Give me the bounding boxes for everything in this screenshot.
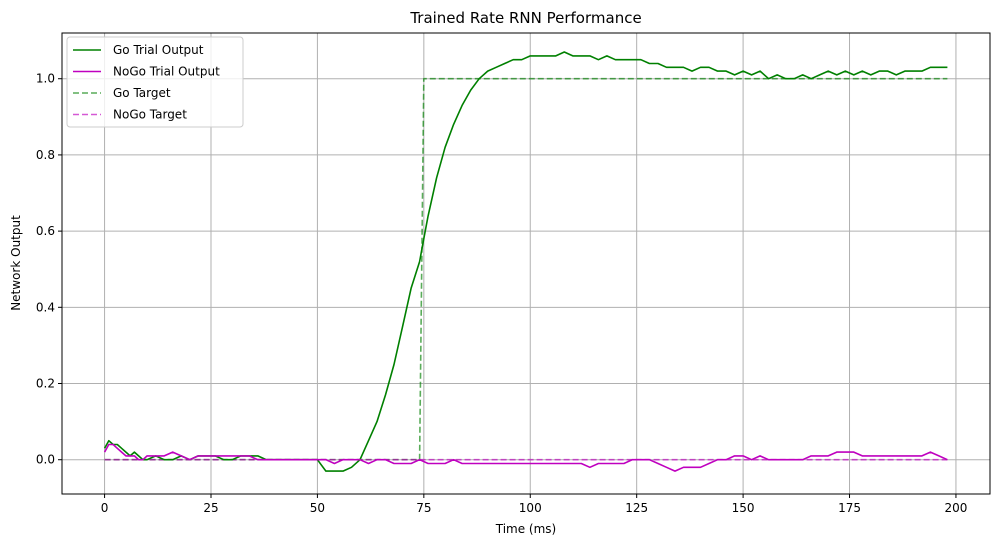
x-axis-title: Time (ms) xyxy=(495,522,557,536)
series-lines xyxy=(103,51,948,472)
x-tick-label: 150 xyxy=(732,501,755,515)
y-axis-title: Network Output xyxy=(9,215,23,311)
x-tick-label: 200 xyxy=(944,501,967,515)
x-axis: 0 25 50 75 100 125 150 175 200 xyxy=(101,494,967,515)
legend-label: NoGo Target xyxy=(113,108,187,122)
y-tick-label: 0.2 xyxy=(36,377,55,391)
y-tick-label: 0.6 xyxy=(36,224,55,238)
y-tick-label: 0.8 xyxy=(36,148,55,162)
y-tick-label: 1.0 xyxy=(36,72,55,86)
legend-label: Go Trial Output xyxy=(113,43,204,57)
x-tick-label: 75 xyxy=(416,501,431,515)
y-axis: 0.0 0.2 0.4 0.6 0.8 1.0 xyxy=(36,72,62,467)
y-tick-label: 0.4 xyxy=(36,300,55,314)
plot-frame xyxy=(61,32,991,495)
x-tick-label: 100 xyxy=(519,501,542,515)
nogo-trial-output-line xyxy=(103,443,948,472)
x-tick-label: 50 xyxy=(310,501,325,515)
legend-label: NoGo Trial Output xyxy=(113,65,220,79)
x-tick-label: 175 xyxy=(838,501,861,515)
y-tick-label: 0.0 xyxy=(36,453,55,467)
legend-label: Go Target xyxy=(113,86,171,100)
x-tick-label: 25 xyxy=(203,501,218,515)
x-tick-label: 0 xyxy=(101,501,109,515)
chart-title: Trained Rate RNN Performance xyxy=(409,9,641,27)
legend: Go Trial Output NoGo Trial Output Go Targe… xyxy=(66,36,244,128)
x-tick-label: 125 xyxy=(625,501,648,515)
legend-box xyxy=(66,36,244,128)
